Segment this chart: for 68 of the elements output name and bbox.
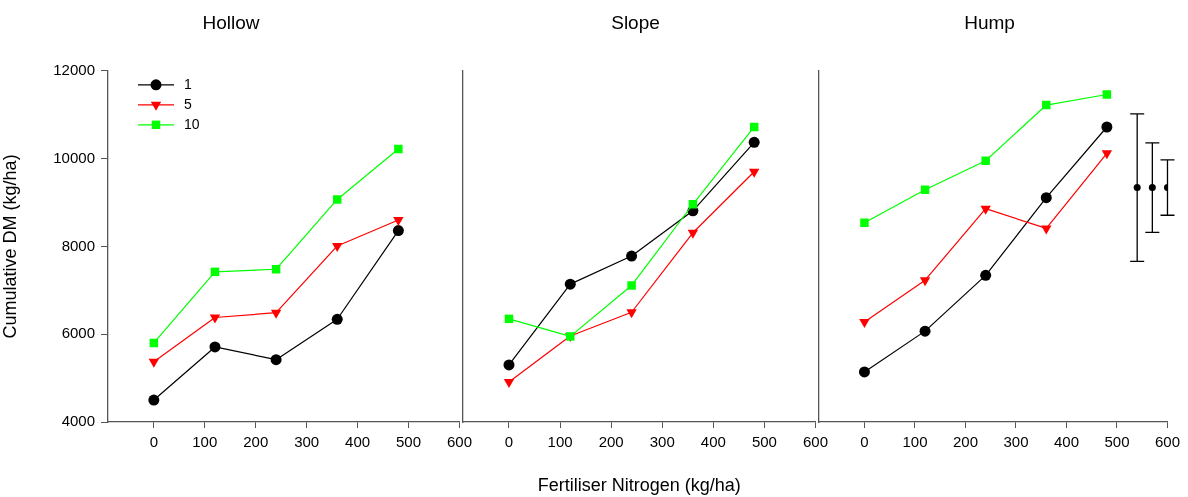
point [687, 229, 699, 239]
y-tick-label: 12000 [53, 60, 95, 78]
point [1042, 100, 1051, 110]
point [148, 394, 160, 406]
point [858, 366, 870, 378]
point [1040, 192, 1052, 204]
point [980, 269, 992, 281]
x-tick-label: 200 [952, 433, 978, 451]
point [209, 314, 221, 324]
x-tick-label: 400 [345, 433, 371, 451]
x-tick-label: 400 [700, 433, 726, 451]
x-tick-label: 100 [192, 433, 218, 451]
point [748, 136, 760, 148]
x-tick-label: 300 [649, 433, 675, 451]
x-axis-title: Fertiliser Nitrogen (kg/ha) [537, 475, 741, 496]
x-tick-label: 400 [1053, 433, 1079, 451]
point [1102, 90, 1112, 99]
x-tick-label: 500 [1104, 433, 1130, 451]
point [748, 168, 760, 178]
point [503, 359, 515, 371]
point [332, 195, 342, 204]
point [626, 250, 638, 262]
point [503, 379, 515, 389]
point [627, 281, 636, 290]
point [1101, 121, 1113, 133]
chart-title: Hump [964, 11, 1015, 33]
x-tick-label: 100 [902, 433, 928, 451]
y-tick-label: 6000 [61, 324, 95, 342]
x-tick-label: 100 [547, 433, 573, 451]
x-tick-label: 200 [243, 433, 269, 451]
point [270, 354, 282, 366]
point [394, 144, 403, 154]
point [209, 341, 221, 353]
chart-title: Slope [611, 11, 660, 33]
legend-label: 10 [184, 115, 200, 132]
x-tick-label: 0 [504, 433, 514, 451]
point [148, 358, 160, 368]
x-tick-label: 600 [1154, 433, 1180, 451]
x-tick-label: 0 [149, 433, 159, 451]
point [392, 225, 404, 237]
point [393, 217, 404, 227]
point [919, 277, 931, 287]
y-tick-label: 10000 [53, 148, 95, 166]
point [270, 309, 282, 319]
point [626, 309, 637, 319]
point [332, 242, 343, 252]
point [859, 318, 870, 328]
y-tick-label: 4000 [61, 412, 95, 430]
point [564, 278, 576, 290]
x-tick-label: 200 [598, 433, 624, 451]
point [1101, 150, 1113, 160]
y-tick-label: 8000 [61, 236, 95, 254]
chart-title: Hollow [202, 11, 260, 33]
x-tick-label: 300 [294, 433, 320, 451]
x-tick-label: 300 [1003, 433, 1029, 451]
point [1041, 225, 1052, 235]
x-tick-label: 600 [446, 433, 472, 451]
legend-label: 1 [184, 75, 192, 92]
x-tick-label: 600 [802, 433, 828, 451]
x-tick-label: 500 [751, 433, 777, 451]
point [981, 156, 990, 166]
x-tick-label: 500 [396, 433, 422, 451]
legend-label: 5 [184, 95, 192, 112]
point [919, 325, 931, 337]
point [331, 313, 343, 325]
x-tick-label: 0 [860, 433, 869, 451]
point [860, 218, 869, 227]
y-axis-title: Cumulative DM (kg/ha) [0, 154, 20, 339]
